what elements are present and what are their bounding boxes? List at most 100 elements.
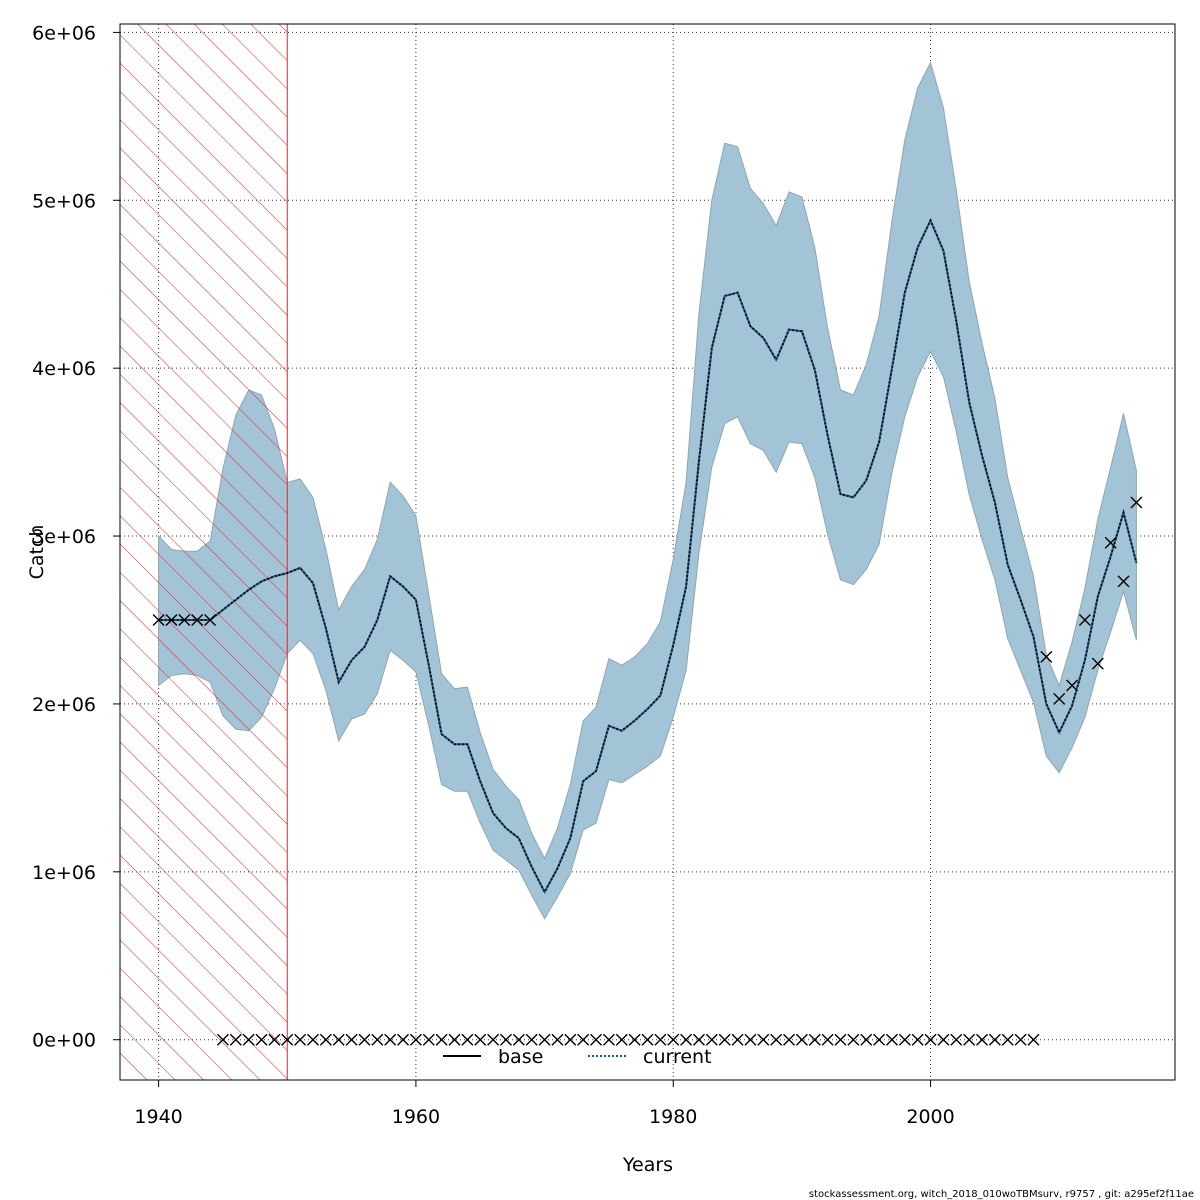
observation-point [976,1033,989,1046]
y-axis-ticks: 0e+00 1e+06 2e+06 3e+06 4e+06 5e+06 6e+06 [32,22,120,1052]
observation-point [358,1033,371,1046]
observation-point [319,1033,332,1046]
observation-point [1117,575,1130,588]
observation-point [268,1033,281,1046]
observation-point [216,1033,229,1046]
observation-point [821,1033,834,1046]
observation-point [898,1033,911,1046]
observation-point [667,1033,680,1046]
observation-point [306,1033,319,1046]
observation-point [409,1033,422,1046]
observation-point [615,1033,628,1046]
observation-point [885,1033,898,1046]
observation-point [705,1033,718,1046]
plot-frame [119,23,1176,1081]
observation-point [641,1033,654,1046]
observation-point [1001,1033,1014,1046]
observation-point [332,1033,345,1046]
footer-credit: stockassessment.org, witch_2018_010woTBM… [809,1189,1194,1200]
observation-point [564,1033,577,1046]
observation-point [937,1033,950,1046]
observation-point [628,1033,641,1046]
observation-point [1053,692,1066,705]
observation-point [577,1033,590,1046]
observation-point [654,1033,667,1046]
shaded-period-group [119,23,288,1081]
y-tick-label: 0e+00 [32,1030,96,1052]
y-tick-label: 4e+06 [32,358,96,380]
x-tick-label: 2000 [906,1106,954,1128]
y-tick-label: 2e+06 [32,694,96,716]
observation-point [795,1033,808,1046]
observation-point [1130,496,1143,509]
observation-point [834,1033,847,1046]
observation-point [204,613,217,626]
confidence-band-group [158,61,1137,920]
shaded-period [119,23,288,1081]
observation-point [152,613,165,626]
observation-point [448,1033,461,1046]
observation-point [512,1033,525,1046]
observation-point [422,1033,435,1046]
observation-point [384,1033,397,1046]
observation-point [950,1033,963,1046]
observation-point [178,613,191,626]
observation-point [808,1033,821,1046]
observation-point [602,1033,615,1046]
observation-point [988,1033,1001,1046]
observation-point [499,1033,512,1046]
observation-point [847,1033,860,1046]
series-lines [158,217,1138,895]
observation-point [371,1033,384,1046]
observation-point [1104,536,1117,549]
observation-point [397,1033,410,1046]
observation-point [924,1033,937,1046]
observation-point [1040,650,1053,663]
observation-point [487,1033,500,1046]
observation-point [294,1033,307,1046]
y-tick-label: 1e+06 [32,862,96,884]
observation-point [911,1033,924,1046]
observation-point [1014,1033,1027,1046]
observation-point [718,1033,731,1046]
observation-point [1091,657,1104,670]
series-line-current [158,217,1138,895]
y-tick-label: 5e+06 [32,190,96,212]
observation-point [461,1033,474,1046]
observation-point [191,613,204,626]
observation-point [680,1033,693,1046]
observation-points [152,496,1143,1046]
observation-point [525,1033,538,1046]
observation-point [345,1033,358,1046]
observation-point [242,1033,255,1046]
observation-point [551,1033,564,1046]
x-axis-ticks: 1940 1960 1980 2000 [134,1080,955,1128]
observation-point [731,1033,744,1046]
x-axis-title: Years [622,1154,673,1176]
observation-point [474,1033,487,1046]
legend-label-current: current [643,1046,712,1068]
observation-point [255,1033,268,1046]
observation-point [757,1033,770,1046]
series-line-current-shadow [158,217,1138,895]
observation-point [770,1033,783,1046]
observation-point [281,1033,294,1046]
observation-point [1027,1033,1040,1046]
legend-label-base: base [498,1046,543,1068]
observation-point [783,1033,796,1046]
observation-point [1078,613,1091,626]
y-tick-label: 6e+06 [32,22,96,44]
observation-point [165,613,178,626]
observation-point [692,1033,705,1046]
observation-point [590,1033,603,1046]
x-tick-label: 1960 [392,1106,440,1128]
observation-point [229,1033,242,1046]
observation-point [873,1033,886,1046]
observation-point [538,1033,551,1046]
observation-point [963,1033,976,1046]
confidence-band [158,61,1137,920]
y-tick-label: 3e+06 [32,526,96,548]
x-tick-label: 1940 [134,1106,182,1128]
legend: base current [443,1046,712,1068]
